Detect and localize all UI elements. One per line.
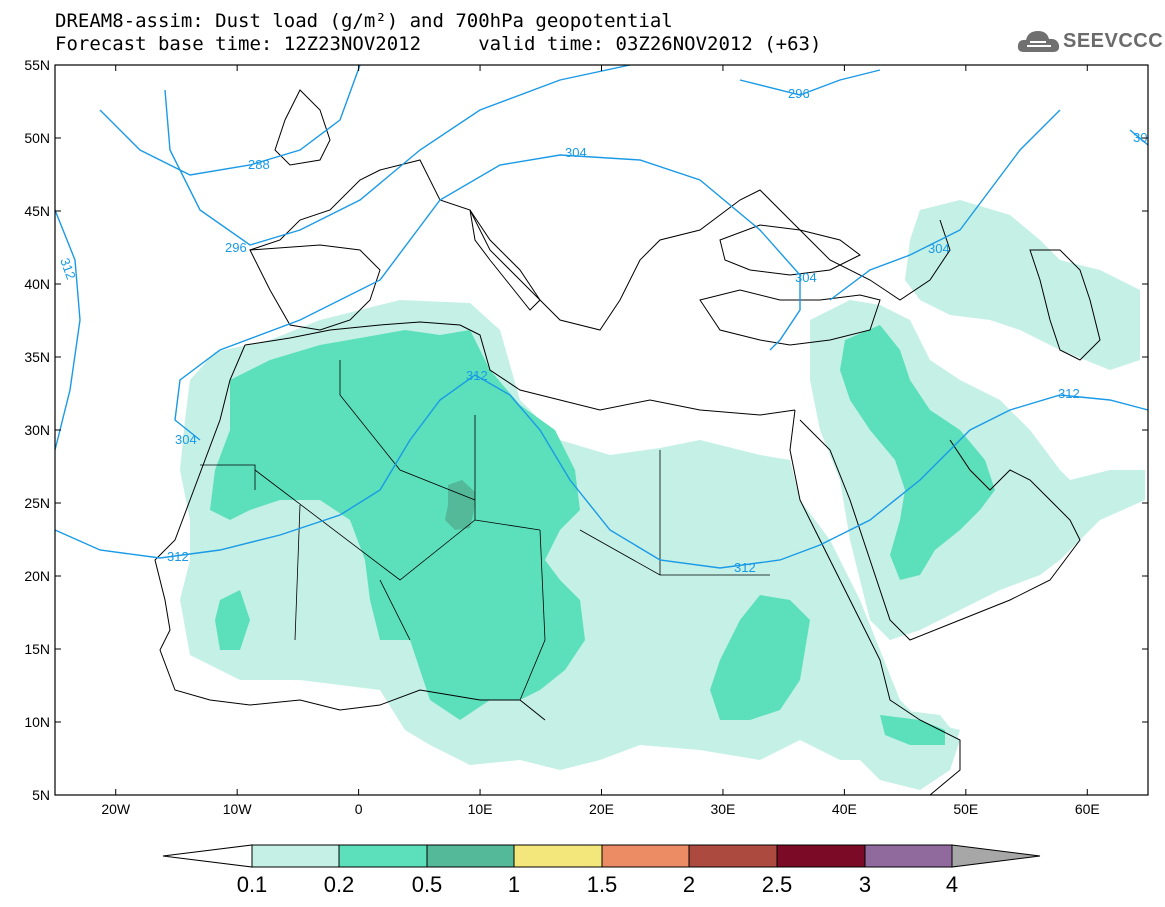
colorbar-label: 4 (946, 872, 958, 897)
lon-tick-label: 20W (101, 801, 131, 817)
contour-label: 312 (167, 549, 189, 564)
contour-296-west (164, 65, 631, 246)
lat-tick-label: 45N (24, 203, 50, 219)
lon-tick-label: 40E (832, 801, 857, 817)
contour-label: 304 (795, 270, 817, 285)
lat-tick-label: 30N (24, 422, 50, 438)
dust-area-medium-somalia (880, 715, 945, 745)
contour-304-east (829, 109, 1061, 301)
coastline-north-africa (244, 321, 796, 416)
contour-312 (55, 209, 81, 451)
coastline-britain (274, 89, 331, 166)
colorbar-swatch (688, 844, 778, 868)
dust-area-medium-mesopotamia (840, 325, 995, 580)
coastlines-layer (154, 89, 1101, 795)
colorbar-swatch (864, 844, 953, 868)
lon-tick-label: 60E (1075, 801, 1100, 817)
contour-label: 296 (788, 86, 810, 101)
contour-label: 312 (57, 256, 79, 282)
colorbar-swatch (776, 844, 866, 868)
lon-tick-label: 0 (355, 801, 363, 817)
colorbar-label: 1 (508, 872, 520, 897)
map-title: DREAM8-assim: Dust load (g/m²) and 700hP… (55, 10, 673, 32)
cloud-icon (1017, 31, 1060, 52)
contour-label: 30 (1133, 130, 1147, 145)
contour-296-east (739, 69, 881, 96)
colorbar: 0.1 0.2 0.5 1 1.5 2 2.5 3 4 (162, 844, 1041, 897)
coastline-iberia (249, 244, 381, 331)
colorbar-swatch (513, 844, 603, 868)
logo-text: SEEVCCC (1063, 30, 1164, 52)
coastline-red-sea (789, 409, 961, 795)
lat-tick-label: 25N (24, 495, 50, 511)
coastline-caspian (1029, 249, 1101, 361)
colorbar-swatch (601, 844, 690, 868)
dust-fill-layer (180, 200, 1145, 790)
lat-tick-label: 5N (32, 787, 50, 803)
lat-tick-label: 10N (24, 714, 50, 730)
contour-label: 312 (734, 560, 756, 575)
border-sahara-lines (200, 360, 770, 701)
contour-label: 288 (248, 157, 270, 172)
colorbar-label: 1.5 (587, 872, 618, 897)
axis-labels: 55N 50N 45N 40N 35N 30N 25N 20N 15N 10N 5N 20W 10W 0 1… (24, 57, 1148, 817)
lat-tick-label: 35N (24, 349, 50, 365)
dust-area-medium-sahara (210, 330, 585, 720)
contour-312-main (55, 374, 1148, 569)
lat-tick-label: 40N (24, 276, 50, 292)
dust-area-medium-sudan (710, 595, 810, 720)
colorbar-label: 0.2 (324, 872, 355, 897)
contour-label: 296 (225, 240, 247, 255)
coastline-europe (249, 159, 951, 331)
lon-tick-label: 30E (710, 801, 735, 817)
coastline-arabia (799, 419, 1081, 641)
contour-288 (99, 65, 361, 176)
contour-labels: 288 296 296 304 304 304 312 312 312 312 … (57, 86, 1147, 575)
colorbar-high-triangle (951, 844, 1041, 868)
contour-label: 304 (565, 145, 587, 160)
coastline-west-africa (154, 344, 546, 721)
colorbar-label: 2 (683, 872, 695, 897)
dust-area-medium-westsahara (215, 590, 250, 650)
colorbar-label: 0.1 (237, 872, 268, 897)
lon-tick-label: 20E (589, 801, 614, 817)
colorbar-swatch (426, 844, 515, 868)
geopotential-contours (55, 65, 1148, 569)
coastline-italy (469, 209, 541, 311)
contour-label: 304 (928, 241, 950, 256)
coastline-anatolia (699, 289, 881, 346)
lon-tick-label: 10W (223, 801, 253, 817)
lon-tick-label: 10E (468, 801, 493, 817)
colorbar-swatch (338, 844, 428, 868)
lat-tick-label: 20N (24, 568, 50, 584)
forecast-times: Forecast base time: 12Z23NOV2012 valid t… (55, 33, 822, 55)
colorbar-label: 0.5 (412, 872, 443, 897)
dust-area-dense-core (445, 480, 475, 530)
colorbar-label: 2.5 (762, 872, 793, 897)
coastline-black-sea (719, 224, 861, 276)
dust-area-light-caspian (905, 200, 1140, 370)
contour-30x (1129, 129, 1148, 146)
colorbar-swatch (251, 844, 340, 868)
contour-label: 304 (175, 432, 197, 447)
contour-304 (174, 154, 801, 441)
lat-tick-label: 50N (24, 130, 50, 146)
lat-tick-label: 55N (24, 57, 50, 73)
contour-label: 312 (1058, 386, 1080, 401)
lon-tick-label: 50E (953, 801, 978, 817)
colorbar-low-triangle (162, 844, 253, 868)
colorbar-label: 3 (859, 872, 871, 897)
lat-tick-label: 15N (24, 641, 50, 657)
contour-label: 312 (466, 368, 488, 383)
